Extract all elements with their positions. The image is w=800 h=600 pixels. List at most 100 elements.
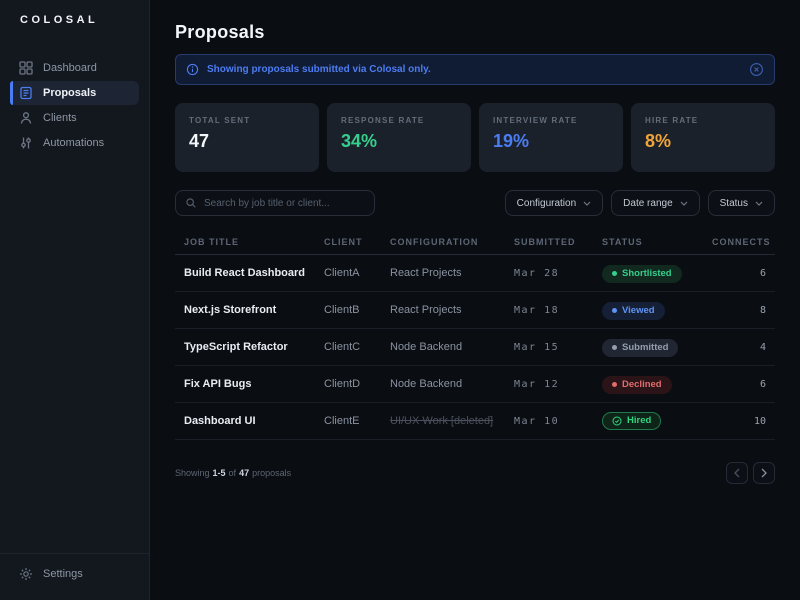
sliders-icon	[19, 136, 33, 150]
status-filter-button[interactable]: Status	[707, 190, 775, 216]
sidebar-item-label: Proposals	[43, 87, 97, 99]
sidebar-item-settings[interactable]: Settings	[10, 562, 139, 586]
info-icon	[186, 63, 199, 76]
sidebar-nav: Dashboard Proposals Cl	[0, 56, 149, 155]
cell-submitted: Mar 10	[514, 415, 560, 427]
cell-status: Hired	[602, 411, 712, 431]
status-dot-icon	[612, 308, 617, 314]
sidebar-item-label: Settings	[43, 568, 83, 580]
main-content: Proposals Showing proposals submitted vi…	[150, 0, 800, 600]
column-header-job-title: JOB TITLE	[184, 236, 240, 247]
sidebar-item-label: Clients	[43, 112, 77, 124]
pagination-summary: Showing 1-5 of 47 proposals	[175, 468, 291, 478]
table-row[interactable]: Dashboard UI ClientE UI/UX Work [deleted…	[175, 403, 775, 440]
table-row[interactable]: Build React Dashboard ClientA React Proj…	[175, 255, 775, 292]
column-header-configuration: CONFIGURATION	[390, 236, 479, 247]
stat-label: TOTAL SENT	[189, 116, 251, 125]
stat-value: 34%	[341, 131, 378, 151]
filter-label: Status	[719, 197, 748, 209]
summary-range: 1-5	[212, 468, 226, 478]
cell-connects: 10	[753, 415, 766, 427]
cell-configuration: Node Backend	[390, 378, 463, 390]
configuration-filter-button[interactable]: Configuration	[504, 190, 604, 216]
cell-client: ClientB	[324, 304, 360, 316]
summary-text: of	[228, 468, 237, 478]
summary-total: 47	[239, 468, 250, 478]
date-range-filter-button[interactable]: Date range	[611, 190, 700, 216]
cell-submitted: Mar 15	[514, 341, 560, 353]
summary-text: proposals	[252, 468, 292, 478]
search-icon	[185, 197, 197, 209]
brand-logo: COLOSAL	[20, 14, 99, 26]
status-label: Viewed	[622, 305, 655, 317]
table-row[interactable]: Next.js Storefront ClientB React Project…	[175, 292, 775, 329]
cell-job-title: Next.js Storefront	[184, 304, 277, 316]
cell-connects: 4	[759, 341, 766, 353]
status-label: Shortlisted	[622, 268, 672, 280]
cell-job-title: Build React Dashboard	[184, 267, 306, 279]
sidebar-item-automations[interactable]: Automations	[10, 131, 139, 155]
cell-job-title: TypeScript Refactor	[184, 341, 288, 353]
page-title: Proposals	[175, 22, 265, 42]
stat-card-response-rate: RESPONSE RATE 34%	[327, 103, 471, 172]
search-box	[175, 190, 375, 216]
grid-icon	[19, 61, 33, 75]
sidebar: COLOSAL Dashboard Propos	[0, 0, 150, 600]
sidebar-item-dashboard[interactable]: Dashboard	[10, 56, 139, 80]
pagination-controls	[726, 462, 775, 484]
next-page-button[interactable]	[753, 462, 775, 484]
search-input[interactable]	[204, 197, 365, 209]
sidebar-item-label: Dashboard	[43, 62, 97, 74]
gear-icon	[19, 567, 33, 581]
cell-submitted: Mar 18	[514, 304, 560, 316]
sidebar-item-clients[interactable]: Clients	[10, 106, 139, 130]
cell-configuration: UI/UX Work [deleted]	[390, 415, 494, 427]
stat-card-hire-rate: HIRE RATE 8%	[631, 103, 775, 172]
status-label: Hired	[627, 415, 652, 426]
cell-status: Viewed	[602, 300, 712, 320]
table-row[interactable]: TypeScript Refactor ClientC Node Backend…	[175, 329, 775, 366]
document-icon	[19, 86, 33, 100]
summary-text: Showing	[175, 468, 210, 478]
check-circle-icon	[612, 415, 622, 426]
cell-job-title: Fix API Bugs	[184, 378, 252, 390]
stat-card-interview-rate: INTERVIEW RATE 19%	[479, 103, 623, 172]
cell-connects: 6	[759, 378, 766, 390]
status-label: Submitted	[622, 342, 669, 354]
toolbar: Configuration Date range Status	[175, 190, 775, 216]
status-badge: Viewed	[602, 301, 665, 320]
stat-value: 47	[189, 131, 210, 151]
table-footer: Showing 1-5 of 47 proposals	[175, 440, 775, 484]
status-dot-icon	[612, 345, 617, 351]
status-label: Declined	[622, 379, 662, 391]
chevron-down-icon	[680, 201, 688, 206]
chevron-down-icon	[583, 201, 591, 206]
cell-connects: 6	[759, 267, 766, 279]
sidebar-footer: Settings	[0, 553, 149, 600]
stat-label: HIRE RATE	[645, 116, 699, 125]
sidebar-spacer	[0, 155, 149, 553]
cell-client: ClientA	[324, 267, 360, 279]
filter-label: Date range	[623, 197, 673, 209]
status-badge: Shortlisted	[602, 264, 682, 283]
proposals-table: JOB TITLE CLIENT CONFIGURATION SUBMITTED…	[175, 229, 775, 440]
table-header-row: JOB TITLE CLIENT CONFIGURATION SUBMITTED…	[175, 229, 775, 255]
cell-submitted: Mar 12	[514, 378, 560, 390]
column-header-status: STATUS	[602, 236, 643, 247]
chevron-left-icon	[734, 468, 740, 478]
cell-job-title: Dashboard UI	[184, 415, 256, 427]
previous-page-button[interactable]	[726, 462, 748, 484]
cell-configuration: React Projects	[390, 267, 462, 279]
banner-dismiss-button[interactable]	[749, 62, 764, 77]
sidebar-item-proposals[interactable]: Proposals	[10, 81, 139, 105]
user-icon	[19, 111, 33, 125]
info-banner: Showing proposals submitted via Colosal …	[175, 54, 775, 85]
cell-client: ClientC	[324, 341, 361, 353]
filter-group: Configuration Date range Status	[504, 190, 775, 216]
status-badge: Declined	[602, 375, 672, 394]
cell-status: Shortlisted	[602, 263, 712, 283]
filter-label: Configuration	[516, 197, 577, 209]
sidebar-item-label: Automations	[43, 137, 105, 149]
table-row[interactable]: Fix API Bugs ClientD Node Backend Mar 12…	[175, 366, 775, 403]
